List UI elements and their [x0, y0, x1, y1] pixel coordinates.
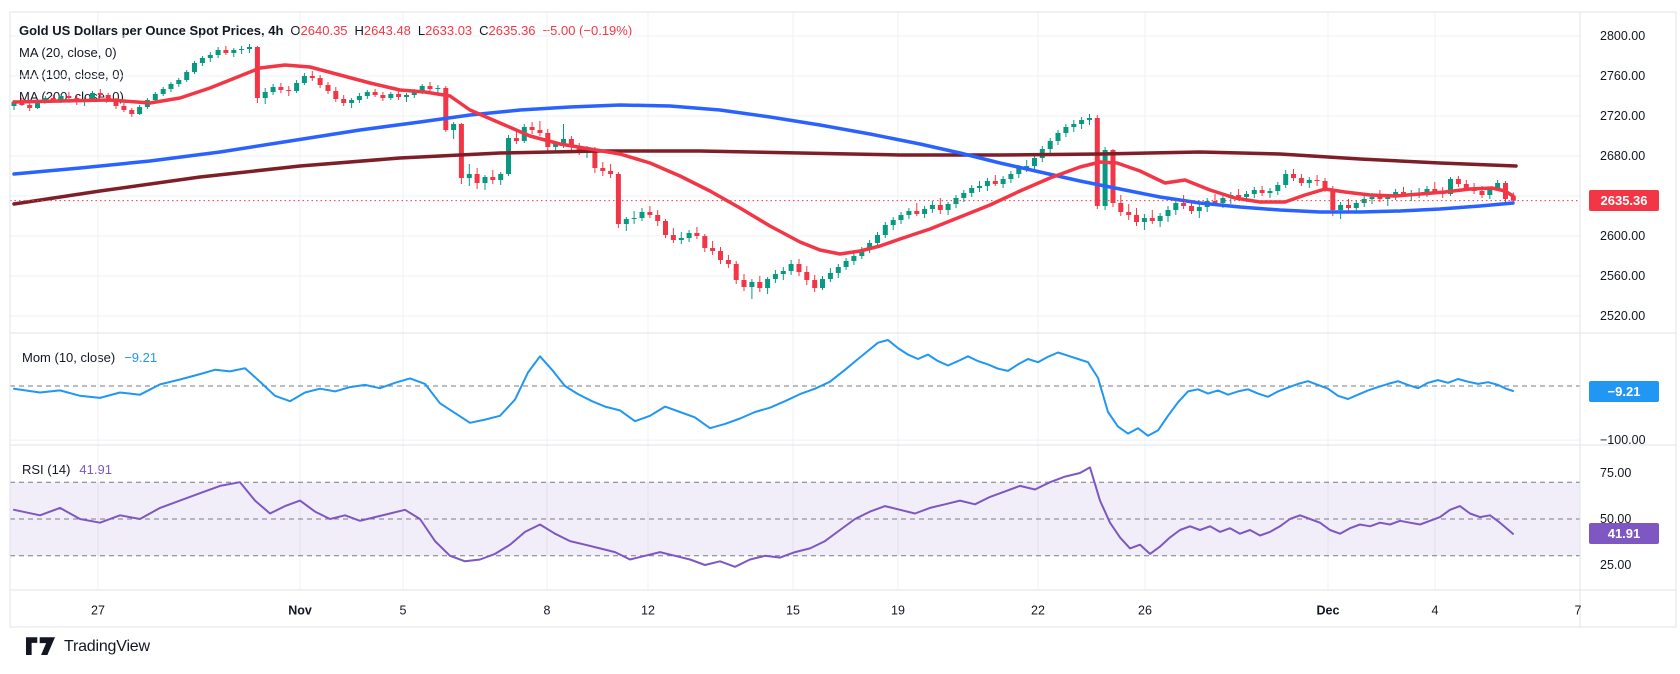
price-axis-labels: 2800.00 2760.00 2720.00 2680.00 2600.00 2560.…: [1600, 29, 1646, 572]
ohlc-readout: O2640.35 H2643.48 L2633.03 C2635.36 −5.00 (−…: [283, 23, 632, 38]
time-label-7: 7: [1575, 604, 1582, 618]
svg-text:2760.00: 2760.00: [1600, 69, 1645, 83]
svg-text:2720.00: 2720.00: [1600, 109, 1645, 123]
rsi-value-badge: 41.91: [1589, 523, 1659, 545]
mom-line: [13, 339, 1514, 437]
time-label-19: 19: [891, 604, 905, 618]
time-label-4: 4: [1432, 604, 1439, 618]
momentum-legend[interactable]: Mom (10, close) −9.21: [22, 350, 157, 365]
change-value: −5.00 (−0.19%): [542, 23, 633, 38]
close-label: C: [479, 23, 489, 38]
tradingview-logo[interactable]: TradingView: [26, 637, 150, 656]
open-label: O: [290, 23, 301, 38]
time-axis-labels: 27 Nov 5 8 12 15 19 22 26 Dec 4 7: [91, 604, 1581, 618]
momentum-legend-label: Mom (10, close): [22, 350, 116, 365]
ma100-line: [12, 103, 1515, 214]
rsi-legend-label: RSI (14): [22, 462, 71, 477]
last-price-badge: 2635.36: [1589, 190, 1659, 212]
low-label: L: [417, 23, 426, 38]
svg-text:75.00: 75.00: [1600, 466, 1631, 480]
tradingview-logo-icon: [26, 637, 55, 655]
svg-text:50.00: 50.00: [1600, 512, 1631, 526]
high-value: 2643.48: [363, 23, 411, 38]
time-label-12: 12: [641, 604, 655, 618]
open-value: 2640.35: [300, 23, 348, 38]
ma20-legend[interactable]: MA (20, close, 0): [19, 45, 117, 60]
time-label-26: 26: [1138, 604, 1152, 618]
tradingview-logo-text: TradingView: [64, 637, 150, 655]
chart-frame: [9, 11, 1677, 628]
time-label-Nov: Nov: [288, 604, 312, 618]
symbol-title-row[interactable]: Gold US Dollars per Ounce Spot Prices, 4…: [19, 24, 632, 37]
time-label-Dec: Dec: [1317, 604, 1340, 618]
rsi-legend-value: 41.91: [79, 462, 112, 477]
time-label-22: 22: [1031, 604, 1045, 618]
rsi-legend[interactable]: RSI (14) 41.91: [22, 462, 112, 477]
rsi-line: [13, 466, 1514, 568]
ma200-line: [12, 149, 1518, 206]
time-label-27: 27: [91, 604, 105, 618]
low-value: 2633.03: [425, 23, 473, 38]
svg-text:−100.00: −100.00: [1600, 433, 1646, 447]
svg-text:25.00: 25.00: [1600, 558, 1631, 572]
svg-text:2800.00: 2800.00: [1600, 29, 1645, 43]
ma20-line: [12, 63, 1515, 256]
high-label: H: [354, 23, 364, 38]
momentum-legend-value: −9.21: [124, 350, 158, 365]
time-label-8: 8: [544, 604, 551, 618]
time-label-15: 15: [786, 604, 800, 618]
svg-text:2520.00: 2520.00: [1600, 309, 1645, 323]
time-label-5: 5: [400, 604, 407, 618]
svg-text:2600.00: 2600.00: [1600, 229, 1645, 243]
close-value: 2635.36: [488, 23, 536, 38]
svg-text:2560.00: 2560.00: [1600, 269, 1645, 283]
svg-text:2680.00: 2680.00: [1600, 149, 1645, 163]
momentum-value-badge: −9.21: [1589, 380, 1659, 402]
symbol-title: Gold US Dollars per Ounce Spot Prices, 4…: [19, 23, 284, 38]
